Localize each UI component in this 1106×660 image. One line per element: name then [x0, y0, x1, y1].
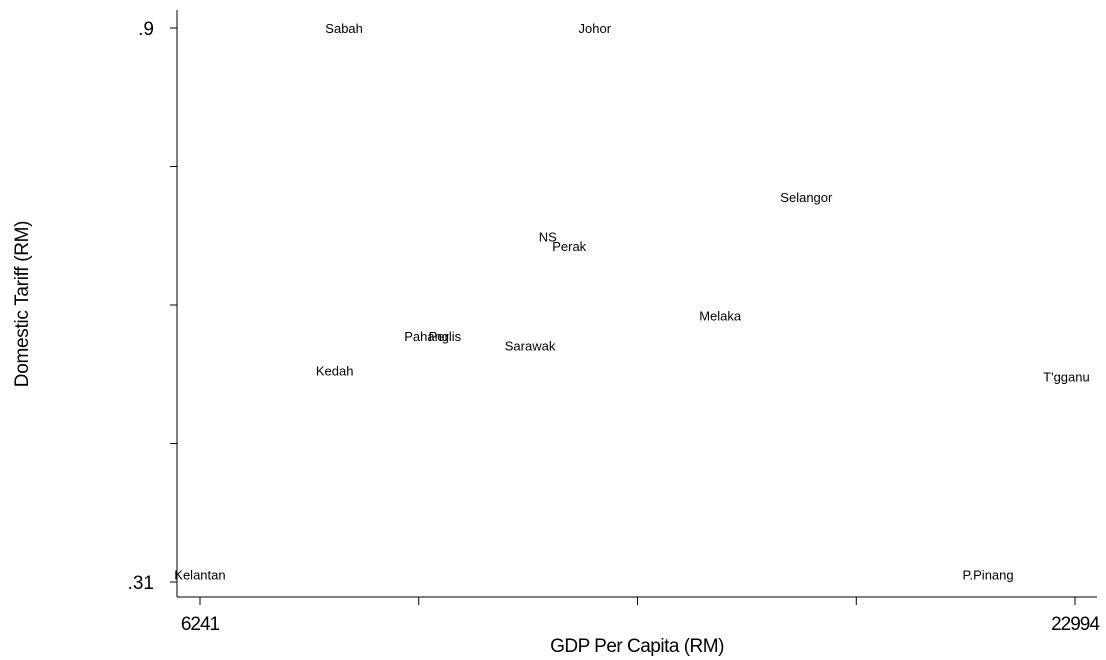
- data-point-label: P.Pinang: [963, 567, 1014, 582]
- data-point-label: T'gganu: [1043, 369, 1090, 384]
- x-axis-ticks: 6241 22994: [181, 597, 1101, 635]
- data-point-label: Melaka: [699, 308, 742, 323]
- data-point-label: Kedah: [316, 364, 354, 379]
- data-point-label: Selangor: [780, 190, 833, 205]
- y-tick-label: .31: [128, 573, 154, 594]
- x-axis-title: GDP Per Capita (RM): [550, 636, 724, 657]
- data-point-label: NS: [539, 229, 557, 244]
- data-point-label: Sabah: [325, 21, 363, 36]
- y-axis-ticks: .9 .31: [128, 19, 177, 594]
- data-point-label: Perlis: [429, 329, 462, 344]
- x-tick-label: 22994: [1051, 614, 1100, 635]
- x-tick-label: 6241: [181, 614, 220, 635]
- data-point-label: Kelantan: [174, 567, 225, 582]
- data-point-label: Sarawak: [505, 338, 556, 353]
- data-point-label: Johor: [579, 21, 612, 36]
- y-tick-label: .9: [138, 19, 154, 40]
- data-point-label: Pahang: [404, 329, 449, 344]
- y-axis-title: Domestic Tariff (RM): [12, 221, 33, 387]
- data-point-label: Perak: [552, 239, 586, 254]
